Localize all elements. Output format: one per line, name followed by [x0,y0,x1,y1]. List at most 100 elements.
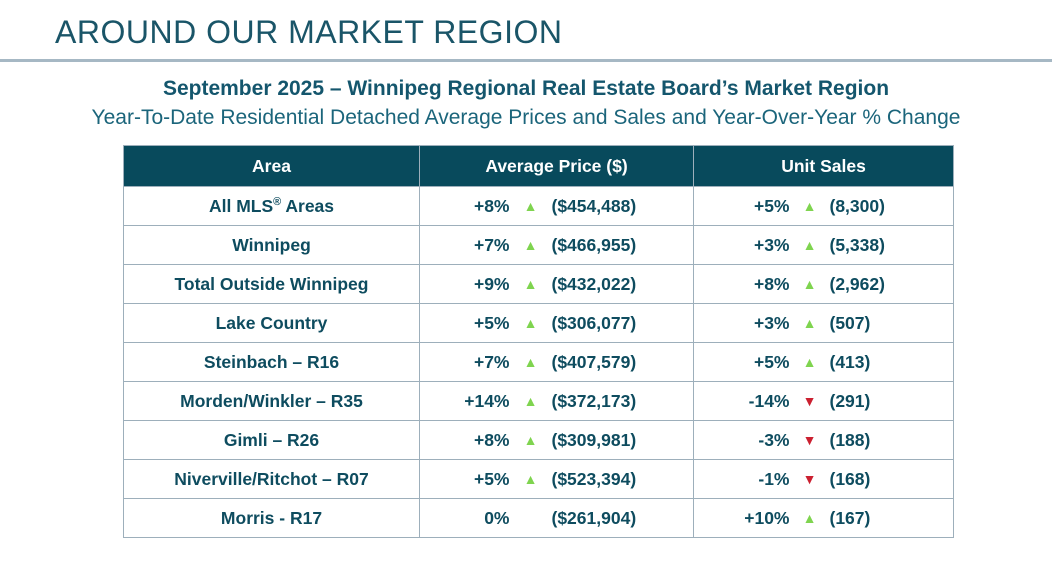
sales-value: (5,338) [829,234,885,255]
price-value: ($306,077) [551,312,637,333]
sales-value: (2,962) [829,273,885,294]
unit-sales-cell: +5% ▲ (8,300) [693,186,954,226]
average-price-cell: +5% ▲ ($306,077) [419,303,694,343]
price-value: ($523,394) [551,468,637,489]
caption-line-1: September 2025 – Winnipeg Regional Real … [162,77,890,100]
trend-arrow-icon: ▼ [802,471,817,487]
area-cell: Steinbach – R16 [123,342,420,382]
average-price-cell: +5% ▲ ($523,394) [419,459,694,499]
price-percent-change: +5% [473,468,510,489]
sales-value: (507) [829,312,871,333]
sales-percent-change: -1% [758,468,790,489]
sales-percent-change: +5% [753,195,790,216]
average-price-cell: +8% ▲ ($309,981) [419,420,694,460]
trend-arrow-icon: ▲ [523,198,538,214]
price-percent-change: +8% [473,195,510,216]
average-price-cell: +14% ▲ ($372,173) [419,381,694,421]
table-caption: September 2025 – Winnipeg Regional Real … [0,74,1052,132]
unit-sales-cell: -1% ▼ (168) [693,459,954,499]
table-row: Total Outside Winnipeg +9% ▲ ($432,022) … [123,264,954,304]
price-value: ($372,173) [551,390,637,411]
sales-value: (188) [829,429,871,450]
sales-value: (8,300) [829,195,885,216]
price-percent-change: +14% [464,390,510,411]
average-price-cell: +9% ▲ ($432,022) [419,264,694,304]
sales-percent-change: -3% [758,429,790,450]
unit-sales-cell: -14% ▼ (291) [693,381,954,421]
trend-arrow-icon: ▲ [523,354,538,370]
column-header-area: Area [123,145,420,187]
price-value: ($261,904) [551,507,637,528]
trend-arrow-icon: ▲ [523,237,538,253]
sales-percent-change: +10% [744,507,790,528]
table-row: Niverville/Ritchot – R07 +5% ▲ ($523,394… [123,459,954,499]
unit-sales-cell: +3% ▲ (507) [693,303,954,343]
area-cell: Morris - R17 [123,498,420,538]
unit-sales-cell: +10% ▲ (167) [693,498,954,538]
trend-arrow-icon: ▲ [802,354,817,370]
table-header-row: Area Average Price ($) Unit Sales [123,145,954,187]
table-row: Morden/Winkler – R35 +14% ▲ ($372,173) -… [123,381,954,421]
registered-trademark-symbol: ® [273,195,282,208]
table-row: Steinbach – R16 +7% ▲ ($407,579) +5% ▲ (… [123,342,954,382]
sales-value: (168) [829,468,871,489]
area-cell: Total Outside Winnipeg [123,264,420,304]
trend-arrow-icon: ▲ [523,315,538,331]
area-cell: Winnipeg [123,225,420,265]
area-cell: Lake Country [123,303,420,343]
sales-value: (291) [829,390,871,411]
column-header-average-price: Average Price ($) [419,145,694,187]
trend-arrow-icon: ▲ [523,471,538,487]
trend-arrow-icon: ▲ [802,276,817,292]
trend-arrow-icon: ▲ [802,510,817,526]
column-header-unit-sales: Unit Sales [693,145,954,187]
price-value: ($432,022) [551,273,637,294]
price-value: ($454,488) [551,195,637,216]
sales-percent-change: +3% [753,234,790,255]
table-row: Gimli – R26 +8% ▲ ($309,981) -3% ▼ (188) [123,420,954,460]
trend-arrow-icon: ▲ [802,198,817,214]
average-price-cell: +7% ▲ ($466,955) [419,225,694,265]
price-value: ($407,579) [551,351,637,372]
average-price-cell: +8% ▲ ($454,488) [419,186,694,226]
price-percent-change: +7% [473,234,510,255]
sales-percent-change: -14% [748,390,790,411]
unit-sales-cell: +3% ▲ (5,338) [693,225,954,265]
price-percent-change: 0% [484,507,510,528]
trend-arrow-icon: ▼ [802,393,817,409]
price-percent-change: +9% [473,273,510,294]
price-percent-change: +8% [473,429,510,450]
page-title: AROUND OUR MARKET REGION [55,14,563,50]
average-price-cell: 0% ($261,904) [419,498,694,538]
trend-arrow-icon: ▲ [523,432,538,448]
area-cell: All MLS® Areas [123,186,420,226]
price-percent-change: +7% [473,351,510,372]
price-percent-change: +5% [473,312,510,333]
caption-line-2: Year-To-Date Residential Detached Averag… [91,106,961,129]
trend-arrow-icon: ▲ [802,237,817,253]
table-row: Winnipeg +7% ▲ ($466,955) +3% ▲ (5,338) [123,225,954,265]
sales-value: (413) [829,351,871,372]
area-cell: Gimli – R26 [123,420,420,460]
table-row: Lake Country +5% ▲ ($306,077) +3% ▲ (507… [123,303,954,343]
price-value: ($309,981) [551,429,637,450]
sales-value: (167) [829,507,871,528]
market-region-table: Area Average Price ($) Unit Sales All ML… [123,145,954,538]
table-row: All MLS® Areas +8% ▲ ($454,488) +5% ▲ (8… [123,186,954,226]
price-value: ($466,955) [551,234,637,255]
title-divider [0,59,1052,62]
table-row: Morris - R17 0% ($261,904) +10% ▲ (167) [123,498,954,538]
sales-percent-change: +5% [753,351,790,372]
area-cell: Niverville/Ritchot – R07 [123,459,420,499]
average-price-cell: +7% ▲ ($407,579) [419,342,694,382]
trend-arrow-icon: ▼ [802,432,817,448]
sales-percent-change: +8% [753,273,790,294]
unit-sales-cell: +8% ▲ (2,962) [693,264,954,304]
unit-sales-cell: -3% ▼ (188) [693,420,954,460]
sales-percent-change: +3% [753,312,790,333]
area-cell: Morden/Winkler – R35 [123,381,420,421]
trend-arrow-icon: ▲ [802,315,817,331]
trend-arrow-icon: ▲ [523,393,538,409]
trend-arrow-icon: ▲ [523,276,538,292]
unit-sales-cell: +5% ▲ (413) [693,342,954,382]
